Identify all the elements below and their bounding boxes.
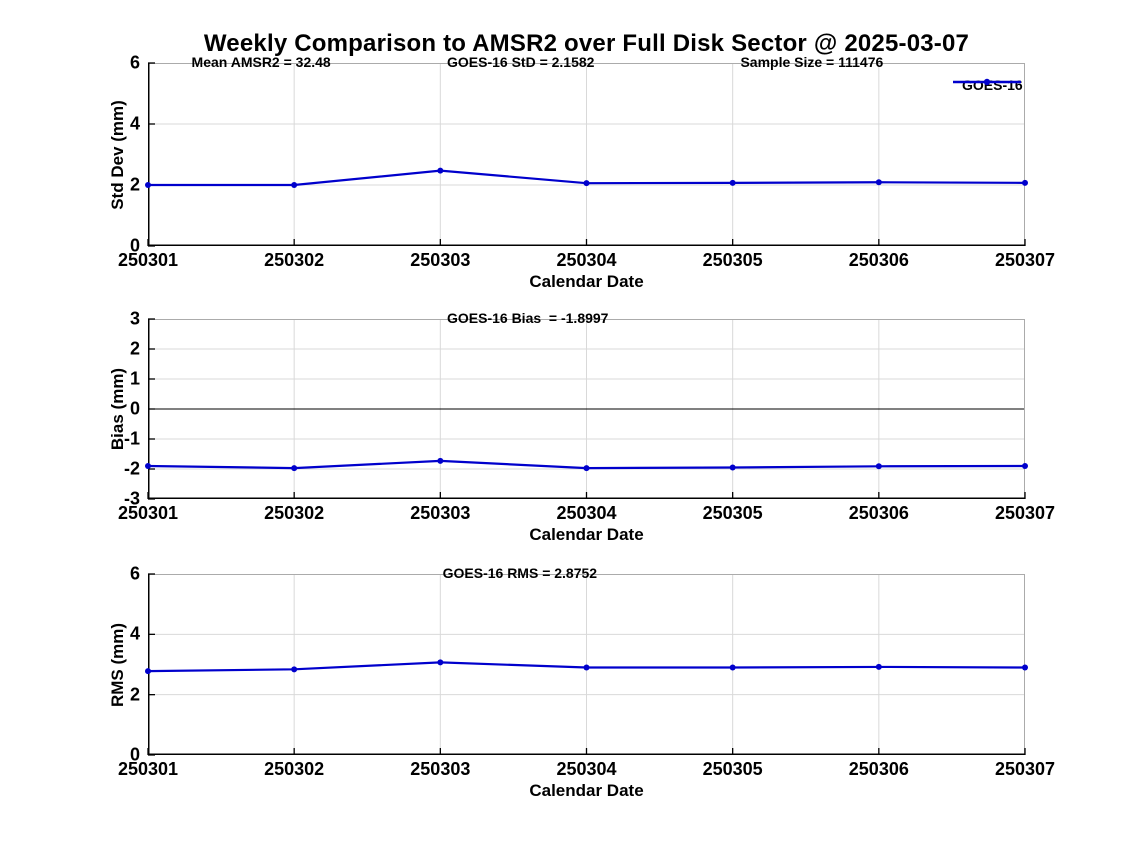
x-axis-label: Calendar Date xyxy=(529,525,644,544)
y-axis-label: RMS (mm) xyxy=(108,622,127,707)
legend: GOES-16 xyxy=(953,77,1023,93)
y-tick-label: 0 xyxy=(129,744,140,765)
data-point-marker xyxy=(145,182,151,188)
x-axis-label: Calendar Date xyxy=(529,272,644,291)
data-point-marker xyxy=(729,664,736,671)
y-tick-label: 0 xyxy=(129,235,140,256)
x-tick-label: 250302 xyxy=(264,503,325,523)
y-tick-label: 2 xyxy=(129,684,140,705)
y-tick-label: -3 xyxy=(123,488,140,509)
y-axis-label: Std Dev (mm) xyxy=(108,99,127,210)
data-point-marker xyxy=(583,664,590,671)
data-point-marker xyxy=(875,663,882,670)
annotation: GOES-16 StD = 2.1582 xyxy=(446,54,595,70)
y-tick-label: -2 xyxy=(123,458,140,479)
data-point-marker xyxy=(729,464,736,471)
x-axis-label: Calendar Date xyxy=(529,781,644,800)
x-tick-label: 250307 xyxy=(994,503,1056,523)
data-point-marker xyxy=(875,179,882,186)
y-tick-label: 3 xyxy=(129,308,140,329)
data-point-marker xyxy=(437,457,444,464)
data-point-marker xyxy=(291,182,298,188)
x-tick-label: 250304 xyxy=(556,759,617,779)
y-tick-label: 0 xyxy=(129,398,140,419)
y-tick-label: 6 xyxy=(129,52,140,73)
x-tick-label: 250303 xyxy=(410,759,471,779)
data-point-marker xyxy=(145,668,151,675)
annotation: GOES-16 RMS = 2.8752 xyxy=(442,565,598,581)
x-tick-label: 250301 xyxy=(117,250,179,270)
y-tick-label: 6 xyxy=(129,563,140,584)
data-point-marker xyxy=(1022,664,1028,671)
x-tick-label: 250306 xyxy=(848,503,909,523)
data-point-marker xyxy=(875,463,882,470)
x-tick-label: 250302 xyxy=(264,250,325,270)
y-axis-label: Bias (mm) xyxy=(108,367,127,451)
panel-std-dev: 6 4 2 0 250301 250302 250303 250304 250305 250306… xyxy=(108,53,1055,292)
y-tick-label: 1 xyxy=(129,368,140,389)
legend-point xyxy=(983,78,991,86)
data-point-marker xyxy=(437,167,444,174)
data-point-marker xyxy=(1022,179,1028,186)
panel-rms: 6 4 2 0 250301 250302 250303 250304 250305 250306… xyxy=(108,564,1055,801)
y-tick-label: 2 xyxy=(129,174,140,195)
annotation: GOES-16 Bias = -1.8997 xyxy=(446,310,609,326)
data-point-marker xyxy=(583,180,590,187)
data-point-marker xyxy=(145,463,151,469)
legend-marker-icon xyxy=(953,78,1021,86)
x-tick-label: 250303 xyxy=(410,503,471,523)
y-tick-label: 4 xyxy=(129,113,140,134)
x-tick-label: 250305 xyxy=(702,250,763,270)
x-tick-label: 250303 xyxy=(410,250,471,270)
data-point-marker xyxy=(1022,463,1028,469)
x-tick-label: 250301 xyxy=(117,503,179,523)
panel-bias: 3 2 1 0 -1 -2 -3 250301 250302 250303 250304 250305… xyxy=(108,309,1055,545)
x-tick-label: 250306 xyxy=(848,250,909,270)
x-tick-label: 250305 xyxy=(702,503,763,523)
rms-plot xyxy=(145,573,1028,756)
x-tick-label: 250306 xyxy=(848,759,909,779)
annotation: Mean AMSR2 = 32.48 xyxy=(191,54,331,70)
x-tick-label: 250304 xyxy=(556,250,617,270)
std-dev-plot xyxy=(145,62,1028,247)
data-point-marker xyxy=(291,465,298,472)
x-tick-label: 250307 xyxy=(994,759,1056,779)
figure-title: Weekly Comparison to AMSR2 over Full Dis… xyxy=(203,30,970,57)
x-tick-label: 250307 xyxy=(994,250,1056,270)
data-point-marker xyxy=(437,659,444,666)
data-point-marker xyxy=(729,179,736,186)
x-tick-label: 250301 xyxy=(117,759,179,779)
x-tick-label: 250305 xyxy=(702,759,763,779)
y-tick-label: 4 xyxy=(129,623,140,644)
annotation: Sample Size = 111476 xyxy=(740,54,884,70)
y-tick-label: -1 xyxy=(123,428,140,449)
data-point-marker xyxy=(291,666,298,673)
x-tick-label: 250302 xyxy=(264,759,325,779)
y-tick-label: 2 xyxy=(129,338,140,359)
bias-plot xyxy=(145,318,1028,500)
data-point-marker xyxy=(583,465,590,472)
x-tick-label: 250304 xyxy=(556,503,617,523)
